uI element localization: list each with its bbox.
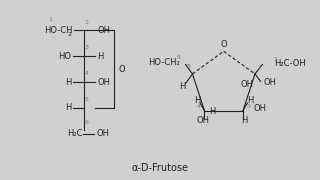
Text: H: H (65, 103, 71, 112)
Text: 5: 5 (85, 97, 89, 102)
Text: 4: 4 (85, 71, 89, 76)
Text: 6: 6 (85, 120, 89, 125)
Text: α-D-Frutose: α-D-Frutose (132, 163, 188, 173)
Text: OH: OH (196, 116, 209, 125)
Text: OH: OH (97, 26, 110, 35)
Text: 2: 2 (85, 20, 89, 25)
Text: H: H (209, 107, 216, 116)
Text: 3: 3 (247, 104, 251, 109)
Text: H: H (247, 96, 253, 105)
Text: H: H (242, 116, 248, 125)
Text: 4: 4 (196, 104, 200, 109)
Text: OH: OH (263, 78, 276, 87)
Text: 3: 3 (85, 45, 89, 50)
Text: 1: 1 (49, 17, 52, 22)
Text: H₂C: H₂C (67, 129, 83, 138)
Text: HO-CH₂: HO-CH₂ (148, 58, 180, 67)
Text: 5: 5 (187, 64, 190, 69)
Text: H: H (179, 82, 185, 91)
Text: 2: 2 (68, 31, 72, 37)
Text: 6: 6 (177, 55, 180, 60)
Text: OH: OH (241, 80, 254, 89)
Text: O: O (118, 65, 125, 74)
Text: OH: OH (97, 78, 110, 87)
Text: H: H (194, 96, 201, 105)
Text: HO-CH: HO-CH (44, 26, 73, 35)
Text: OH: OH (96, 129, 109, 138)
Text: H: H (97, 52, 104, 61)
Text: 2: 2 (258, 65, 262, 70)
Text: OH: OH (254, 104, 267, 113)
Text: O: O (220, 40, 227, 50)
Text: H: H (65, 78, 71, 87)
Text: 1: 1 (273, 57, 277, 62)
Text: HO: HO (58, 52, 71, 61)
Text: H₂C-OH: H₂C-OH (274, 58, 306, 68)
